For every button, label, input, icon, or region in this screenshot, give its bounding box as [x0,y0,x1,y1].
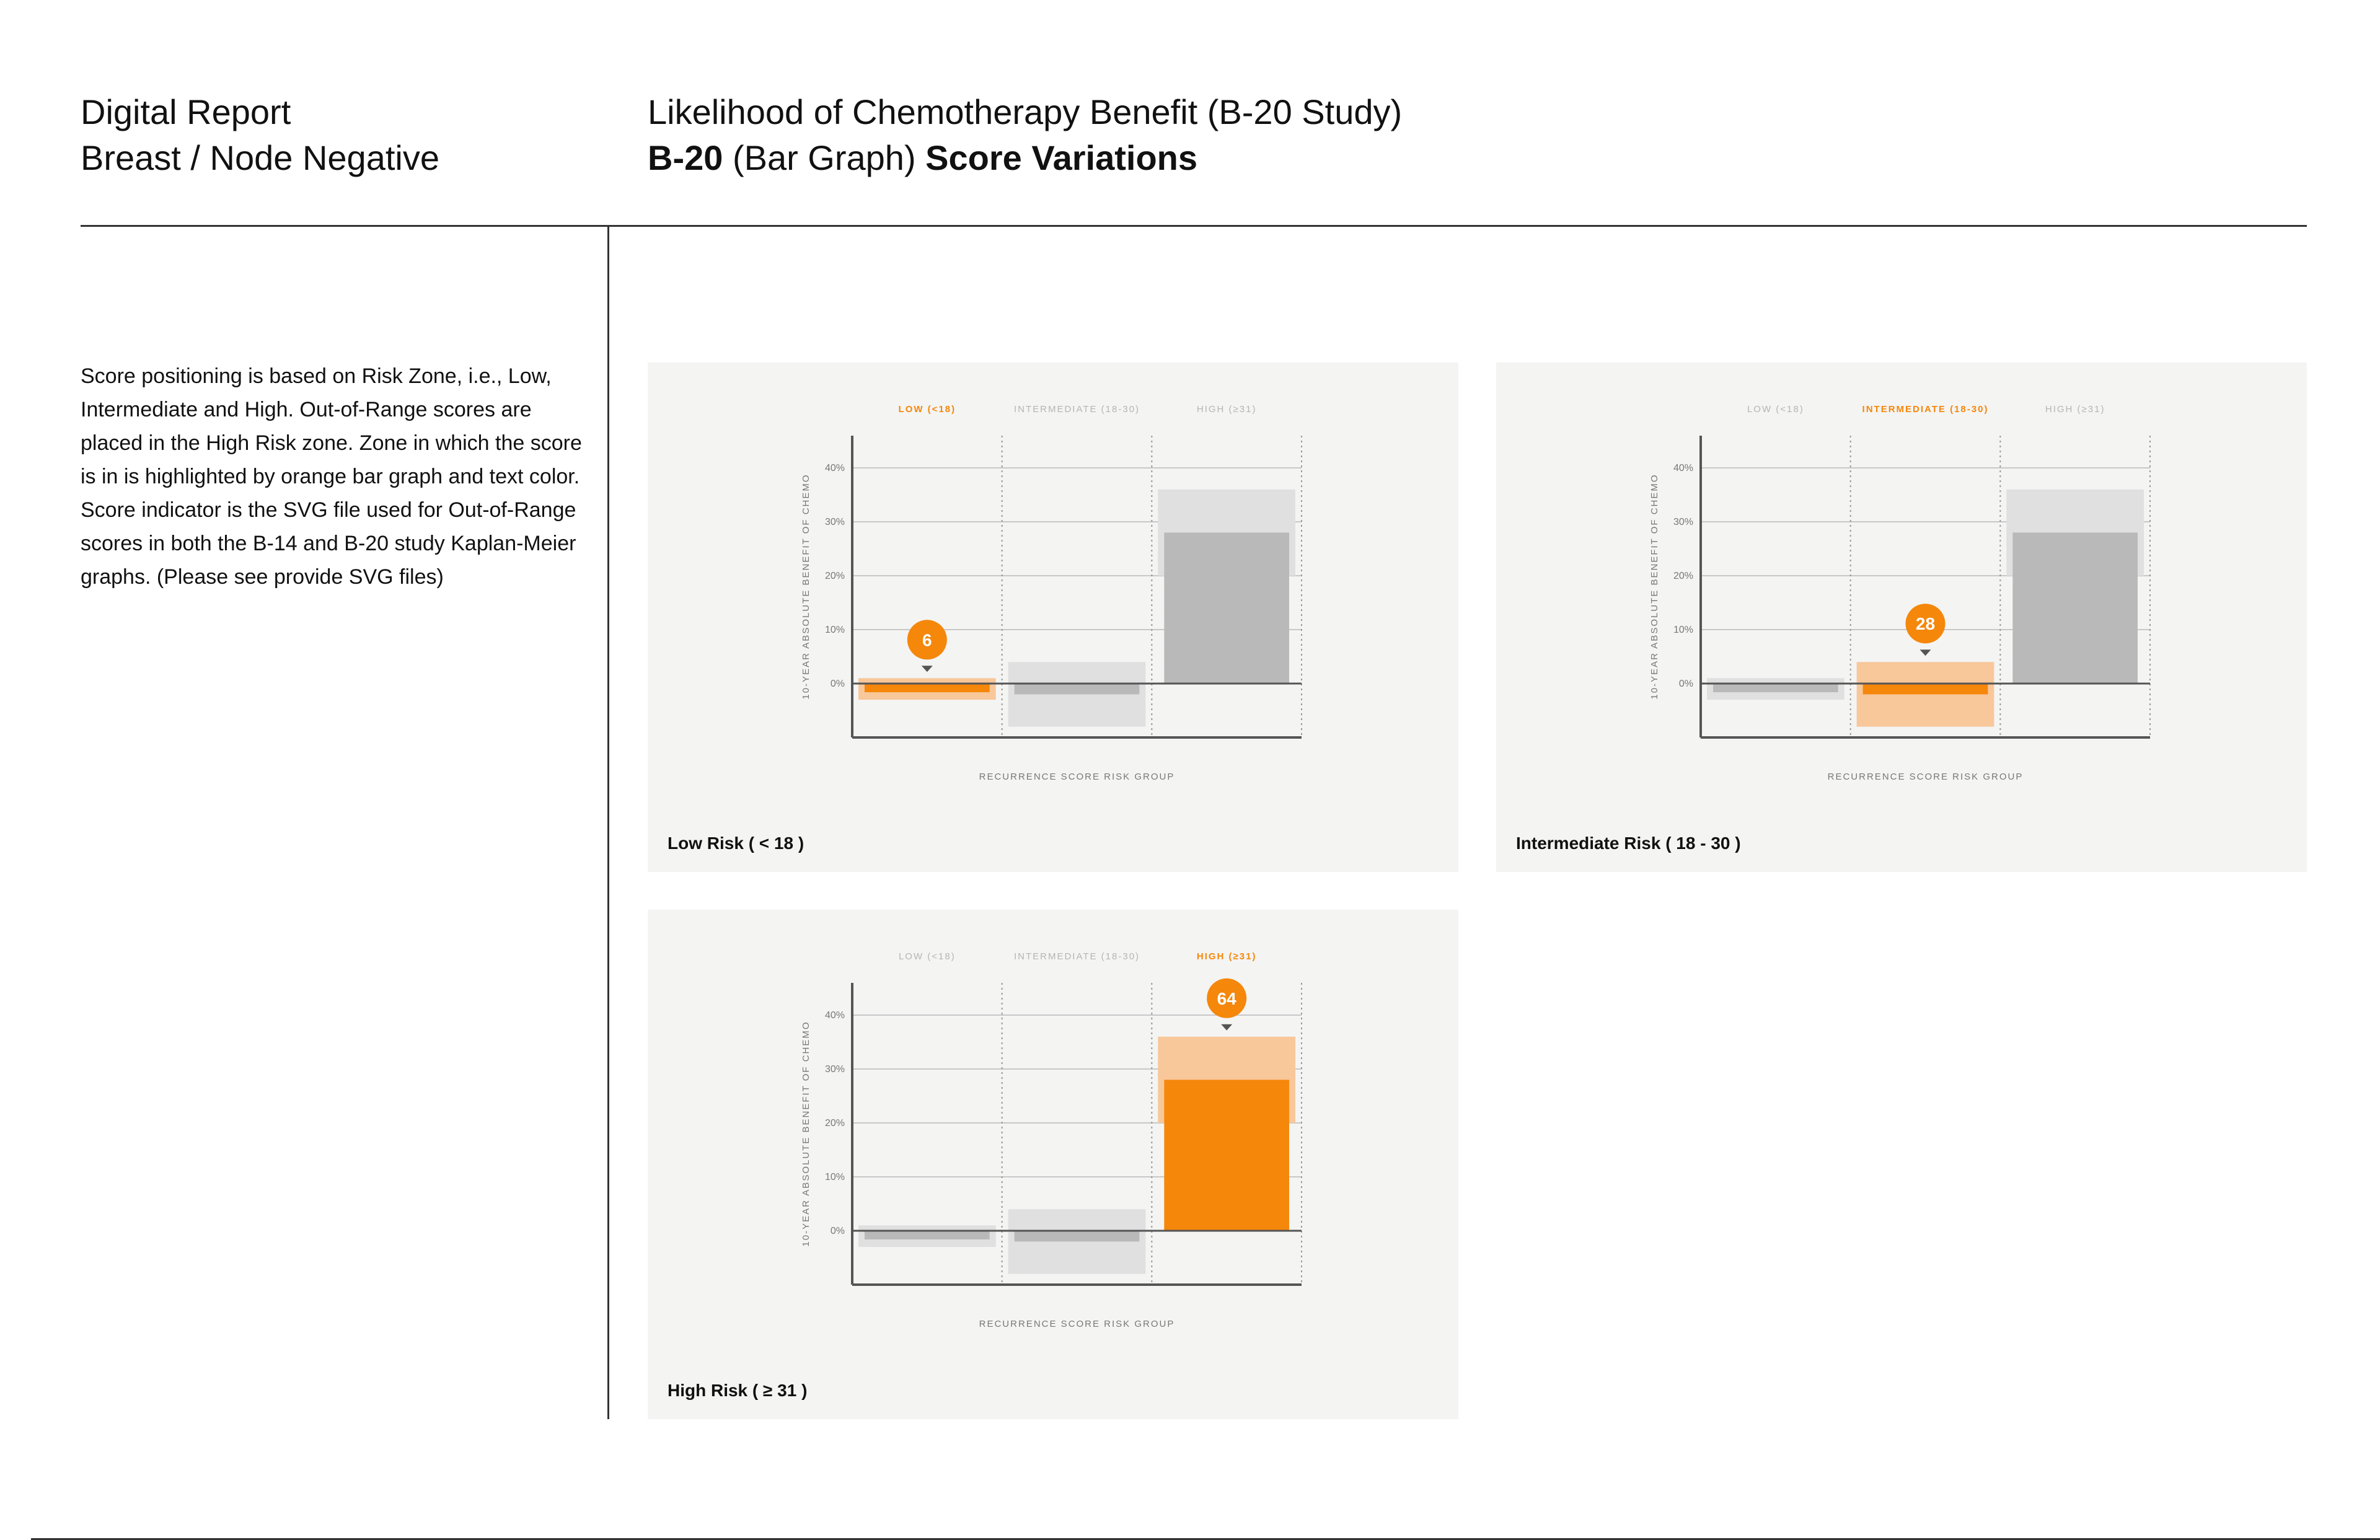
score-marker [1207,978,1247,1018]
y-tick-label: 0% [831,1226,845,1236]
report-title: Digital Report [81,92,291,131]
score-pointer [921,666,933,672]
bar [1014,1231,1140,1242]
bar [865,1231,990,1239]
chart-intermediate-risk: LOW (<18) INTERMEDIATE (18-30) 28 HIGH (≥31… [1649,404,2151,782]
footer-divider [31,1538,2380,1540]
score-pointer [1221,1024,1233,1031]
category-label: INTERMEDIATE (18-30) [1014,951,1140,962]
subtitle-bold-2: Score Variations [925,138,1198,177]
y-tick-label: 20% [825,571,845,581]
description-text: Score positioning is based on Risk Zone,… [81,364,582,589]
category-label: HIGH (≥31) [1197,404,1257,415]
y-tick-label: 10% [1673,625,1693,635]
y-axis-label: 10-YEAR ABSOLUTE BENEFIT OF CHEMO [801,1021,811,1246]
section-subtitle: B-20 (Bar Graph) Score Variations [648,135,1402,181]
score-marker [907,620,947,660]
bar [1014,684,1140,695]
y-tick-label: 40% [825,1010,845,1021]
chart-card-low-risk: LOW (<18) 6 INTERMEDIATE (18-30) HIGH (≥31)… [648,363,1458,872]
chart-high-risk: LOW (<18) INTERMEDIATE (18-30) HIGH (≥31) 6… [801,951,1302,1329]
y-tick-label: 30% [825,517,845,527]
chart-title: Low Risk ( < 18 ) [668,834,804,853]
report-subtitle: Breast / Node Negative [81,138,439,177]
y-tick-label: 40% [825,463,845,473]
y-tick-label: 30% [1673,517,1693,527]
chart-card-intermediate-risk: LOW (<18) INTERMEDIATE (18-30) 28 HIGH (≥31… [1496,363,2307,872]
score-value: 28 [1916,614,1935,633]
y-axis-label: 10-YEAR ABSOLUTE BENEFIT OF CHEMO [801,473,811,699]
category-label: INTERMEDIATE (18-30) [1014,404,1140,415]
y-tick-label: 0% [831,679,845,689]
chart-title: High Risk ( ≥ 31 ) [668,1381,808,1400]
bar [1862,684,1988,695]
y-tick-label: 10% [825,625,845,635]
section-title: Likelihood of Chemotherapy Benefit (B-20… [648,92,1403,131]
score-value: 64 [1217,989,1237,1008]
bar [1164,532,1289,684]
category-label: HIGH (≥31) [1197,951,1257,962]
x-axis-label: RECURRENCE SCORE RISK GROUP [1828,772,2024,782]
category-label: LOW (<18) [899,404,956,415]
score-marker [1905,604,1946,644]
y-tick-label: 30% [825,1064,845,1075]
x-axis-label: RECURRENCE SCORE RISK GROUP [979,1319,1175,1329]
report-header: Digital Report Breast / Node Negative [81,89,439,181]
chart-card-high-risk: LOW (<18) INTERMEDIATE (18-30) HIGH (≥31) 6… [648,910,1458,1419]
category-label: INTERMEDIATE (18-30) [1862,404,1989,415]
subtitle-bold-1: B-20 [648,138,723,177]
y-tick-label: 40% [1673,463,1693,473]
y-tick-label: 10% [825,1172,845,1182]
chart-title: Intermediate Risk ( 18 - 30 ) [1516,834,1741,853]
section-header: Likelihood of Chemotherapy Benefit (B-20… [648,89,1402,181]
y-tick-label: 0% [1679,679,1693,689]
chart-low-risk: LOW (<18) 6 INTERMEDIATE (18-30) HIGH (≥31)… [801,404,1302,782]
bar [1713,684,1838,692]
subtitle-normal: (Bar Graph) [723,138,926,177]
score-value: 6 [922,630,932,649]
bar [865,684,990,692]
column-divider [607,227,609,1419]
x-axis-label: RECURRENCE SCORE RISK GROUP [979,772,1175,782]
bar [2012,532,2138,684]
y-tick-label: 20% [1673,571,1693,581]
y-axis-label: 10-YEAR ABSOLUTE BENEFIT OF CHEMO [1649,473,1660,699]
bar [1164,1080,1289,1231]
score-pointer [1919,649,1931,656]
header-divider [81,225,2307,227]
category-label: LOW (<18) [1747,404,1804,415]
y-tick-label: 20% [825,1118,845,1129]
category-label: LOW (<18) [899,951,956,962]
category-label: HIGH (≥31) [2045,404,2105,415]
